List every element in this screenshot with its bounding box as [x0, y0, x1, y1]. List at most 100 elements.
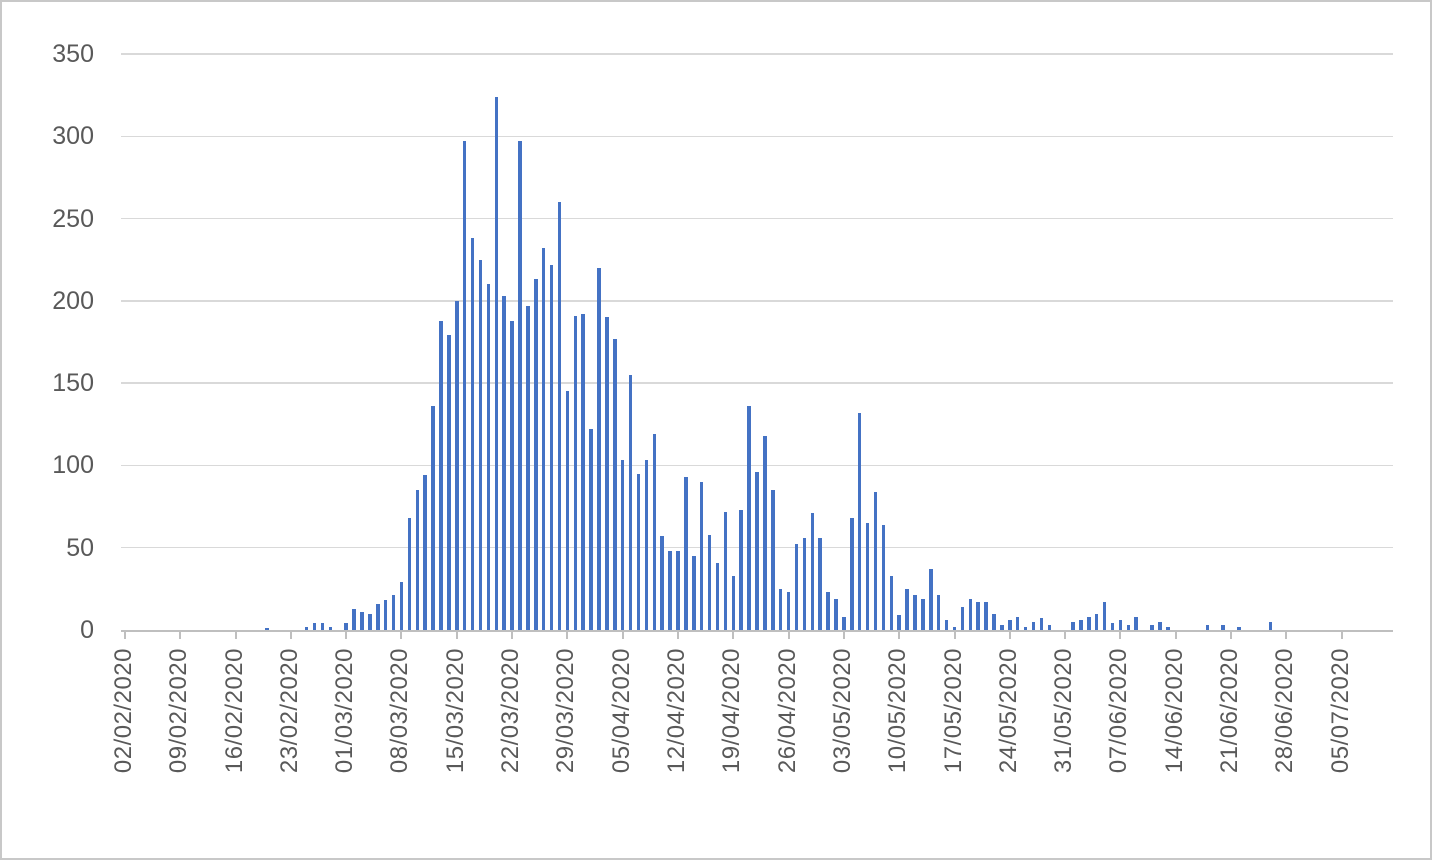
bar	[707, 534, 712, 630]
bar	[581, 314, 585, 630]
bar	[1268, 621, 1273, 630]
bar	[739, 509, 743, 630]
x-axis-tick	[400, 630, 403, 639]
bar	[1000, 625, 1004, 630]
bar	[699, 481, 704, 630]
bar	[1015, 616, 1020, 630]
bar	[881, 524, 886, 630]
x-axis-label: 05/07/2020	[1326, 648, 1354, 774]
bar	[660, 536, 664, 630]
gridline	[121, 135, 1393, 138]
x-axis-tick	[1119, 630, 1122, 639]
bar	[399, 582, 404, 630]
x-axis-label: 05/04/2020	[607, 648, 635, 774]
bar	[936, 595, 941, 630]
y-axis-label: 100	[52, 451, 94, 480]
bar	[1205, 625, 1210, 630]
x-axis-tick	[289, 630, 292, 639]
bar	[352, 608, 356, 630]
x-axis-label: 23/02/2020	[275, 648, 303, 774]
x-axis-label: 09/02/2020	[165, 648, 193, 774]
x-axis-label: 19/04/2020	[718, 648, 746, 774]
bar	[1102, 602, 1107, 630]
bar	[573, 315, 578, 630]
bar	[1039, 618, 1044, 630]
bar	[565, 391, 570, 630]
x-axis-tick	[842, 630, 845, 639]
bar	[494, 96, 499, 630]
bar	[1094, 613, 1099, 630]
bar	[897, 615, 901, 630]
x-axis-label: 02/02/2020	[109, 648, 137, 774]
gridline	[121, 382, 1393, 384]
bar	[312, 623, 317, 630]
x-axis-tick	[123, 630, 126, 639]
bar	[652, 434, 657, 630]
y-axis-label: 250	[52, 204, 94, 233]
bar	[857, 412, 862, 630]
x-axis-tick	[732, 630, 735, 639]
y-axis-label: 350	[52, 40, 94, 68]
bar	[889, 575, 894, 630]
bar	[1079, 620, 1083, 630]
bar	[1087, 616, 1091, 630]
bar	[360, 611, 364, 630]
x-axis-label: 28/06/2020	[1271, 648, 1299, 774]
x-axis-label: 08/03/2020	[386, 648, 414, 774]
bar	[549, 264, 554, 630]
bar	[818, 537, 822, 630]
bar	[842, 616, 846, 630]
x-axis-tick	[953, 630, 956, 639]
bar	[786, 592, 791, 630]
x-axis-tick	[1008, 630, 1011, 639]
x-axis-tick	[1340, 630, 1343, 639]
bar	[850, 518, 854, 630]
bar	[486, 284, 491, 630]
bar	[865, 523, 870, 630]
bar	[747, 406, 751, 630]
bar	[1071, 621, 1075, 630]
x-axis-tick	[179, 630, 182, 639]
bar	[415, 490, 420, 630]
bar	[423, 475, 427, 630]
bar	[921, 598, 925, 630]
gridline	[121, 300, 1393, 302]
x-axis-label: 07/06/2020	[1105, 648, 1133, 774]
x-axis-label: 15/03/2020	[441, 648, 469, 774]
bar	[431, 406, 435, 630]
bar	[952, 626, 957, 630]
x-axis-label: 29/03/2020	[552, 648, 580, 774]
x-axis-tick	[234, 630, 237, 639]
bar	[541, 248, 546, 630]
bar	[557, 202, 562, 630]
bar	[715, 562, 720, 630]
bar	[620, 460, 625, 630]
x-axis-tick	[455, 630, 458, 639]
bar	[510, 320, 514, 630]
gridline	[121, 53, 1393, 55]
bar	[771, 490, 775, 630]
bar	[407, 518, 412, 630]
bar	[794, 544, 799, 630]
bar	[597, 267, 601, 630]
bar	[968, 598, 973, 630]
x-axis-label: 12/04/2020	[662, 648, 690, 774]
bar	[636, 473, 641, 630]
y-axis-label: 0	[80, 616, 94, 644]
bar	[1126, 625, 1131, 630]
bar	[344, 623, 348, 630]
bar	[1110, 623, 1115, 630]
bar	[1047, 625, 1052, 630]
bar	[826, 592, 830, 630]
bar	[873, 491, 878, 630]
gridline	[121, 464, 1393, 467]
x-axis-tick	[1285, 630, 1288, 639]
bar	[383, 600, 388, 630]
x-axis-label: 01/03/2020	[331, 648, 359, 774]
gridline	[121, 217, 1393, 220]
bar	[628, 374, 633, 630]
x-axis-tick	[621, 630, 624, 639]
bar	[668, 551, 672, 630]
bar	[368, 613, 372, 630]
